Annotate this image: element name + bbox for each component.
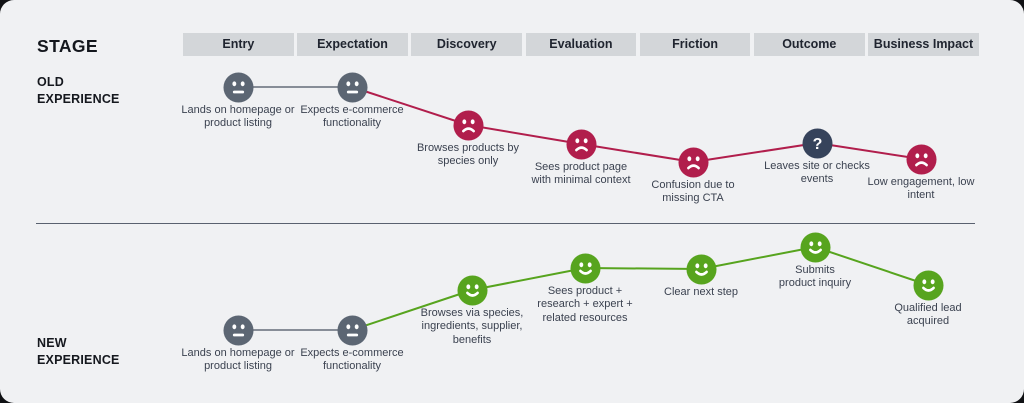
sad-face-icon [452,109,484,141]
point-label-line: related resources [542,311,628,324]
stage-pill-outcome: Outcome [753,33,865,56]
point-label: Submits product inquiry [735,264,895,291]
journey-line-segment [816,142,922,160]
point-label: Leaves site or checks events [737,160,897,187]
stage-pill-entry: Entry [183,33,294,56]
stage-header-row: Entry Expectation Discovery Evaluation Frict… [183,33,979,56]
old-experience-label-line2: EXPERIENCE [37,92,120,106]
point-label-line: Confusion due to [651,179,735,191]
journey-line-segment [351,86,469,126]
journey-line-segment [584,267,702,270]
svg-text:?: ? [812,136,822,153]
point-label: Expects e-commerce functionality [272,104,432,131]
old-experience-label: OLD EXPERIENCE [37,74,120,108]
point-label-line: research + expert + [537,298,633,311]
neutral-face-icon [336,71,368,103]
point-label: Expects e-commerce functionality [272,347,432,374]
happy-face-icon [685,253,717,285]
point-label-line: Qualified lead [894,302,962,314]
point-label-line: ingredients, supplier, [421,320,523,333]
point-label-line: Sees product page [534,161,628,173]
point-label-line: Submits [795,264,835,276]
stage-pill-discovery: Discovery [411,33,523,56]
stage-pill-expectation: Expectation [297,33,408,56]
point-label-line: events [800,173,834,186]
point-label: Confusion due to missing CTA [613,179,773,206]
point-label-line: benefits [452,333,492,346]
stage-pill-friction: Friction [639,33,751,56]
point-label-line: Lands on homepage or [181,104,295,116]
point-label-line: Lands on homepage or [181,347,295,359]
point-label: Sees product + research + expert + related… [505,285,665,325]
happy-face-icon [569,252,601,284]
happy-face-icon [799,231,831,263]
point-label-line: Browses via species, [420,307,524,319]
point-label-line: Expects e-commerce [300,104,404,116]
happy-face-icon [912,269,944,301]
happy-face-icon [456,274,488,306]
experience-divider [36,223,975,224]
point-label: Low engagement, low intent [841,176,1001,203]
point-label-line: missing CTA [662,192,724,205]
point-label-line: intent [907,189,935,202]
point-label-line: functionality [322,117,382,130]
point-label-line: with minimal context [531,174,631,187]
point-label-line: Expects e-commerce [300,347,404,359]
journey-line-segment [814,246,929,286]
point-label: Sees product page with minimal context [501,161,661,188]
point-label: Lands on homepage or product listing [158,104,318,131]
stage-pill-evaluation: Evaluation [525,33,637,56]
point-label-line: Leaves site or checks [764,160,870,172]
point-label-line: species only [437,155,499,168]
point-label-line: product inquiry [778,277,852,290]
old-experience-label-line1: OLD [37,75,64,89]
neutral-face-icon [336,314,368,346]
new-experience-label-line1: NEW [37,336,67,350]
point-label: Lands on homepage or product listing [158,347,318,374]
sad-face-icon [905,143,937,175]
new-experience-label-line2: EXPERIENCE [37,353,120,367]
journey-line-segment [692,142,818,163]
journey-line-segment [700,246,816,270]
stage-pill-business-impact: Business Impact [868,33,979,56]
point-label-line: Browses products by [416,142,520,154]
point-label-line: product listing [204,360,272,373]
journey-line-segment [351,289,473,331]
journey-line-segment [580,143,694,163]
point-label: Qualified lead acquired [848,302,1008,329]
neutral-face-icon [222,71,254,103]
point-label-line: Clear next step [664,286,738,298]
new-experience-label: NEW EXPERIENCE [37,335,120,369]
neutral-face-icon [222,314,254,346]
point-label-line: product listing [204,117,272,130]
point-label: Clear next step [621,286,781,299]
journey-line-segment [467,124,582,145]
point-label-line: Sees product + [547,285,623,297]
page-title: STAGE [37,36,98,56]
journey-line-segment [471,267,586,291]
question-face-icon: ? [801,127,833,159]
point-label: Browses via species, ingredients, supplie… [392,307,552,347]
point-label-line: acquired [906,315,950,328]
point-label-line: Low engagement, low [867,176,975,188]
point-label: Browses products by species only [388,142,548,169]
sad-face-icon [565,128,597,160]
sad-face-icon [677,146,709,178]
point-label-line: functionality [322,360,382,373]
